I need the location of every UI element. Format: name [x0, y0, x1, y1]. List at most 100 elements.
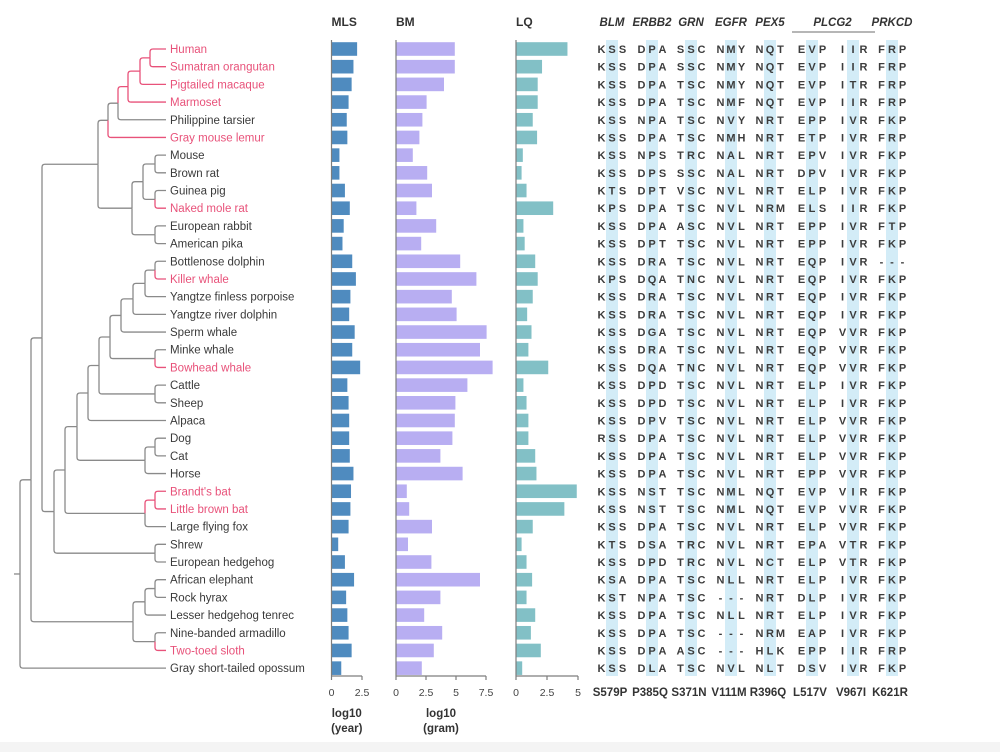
species-label: Naked mole rat: [170, 203, 249, 215]
tree-branch: [154, 579, 166, 589]
residue: A: [677, 221, 685, 233]
residue: N: [717, 239, 725, 251]
bar: [516, 449, 536, 463]
bar: [331, 342, 353, 357]
residue: T: [609, 539, 616, 551]
residue: C: [698, 309, 706, 321]
residue: A: [659, 115, 667, 127]
residue: D: [638, 203, 646, 215]
residue: T: [777, 186, 784, 198]
bar: [331, 183, 345, 198]
residue: Y: [738, 115, 746, 127]
species-label: Yangtze finless porpoise: [170, 292, 294, 304]
residue: P: [648, 575, 655, 587]
x-tick-label: 2.5: [419, 687, 434, 699]
bar: [331, 166, 340, 180]
residue: P: [648, 380, 655, 392]
site-highlight-column: [847, 40, 859, 676]
residue: S: [608, 362, 615, 374]
residue: T: [677, 469, 684, 481]
residue: T: [777, 433, 784, 445]
species-label: Shrew: [170, 539, 203, 551]
bar: [331, 112, 347, 127]
bar: [516, 555, 527, 569]
residue: S: [687, 575, 694, 587]
residue: P: [648, 97, 655, 109]
residue: P: [819, 362, 826, 374]
residue: R: [766, 239, 774, 251]
residue: S: [687, 292, 694, 304]
residue: E: [798, 469, 805, 481]
residue: S: [619, 610, 626, 622]
residue: S: [619, 380, 626, 392]
tree-branch: [87, 392, 166, 422]
residue: F: [878, 469, 885, 481]
residue: N: [717, 469, 725, 481]
residue: N: [756, 504, 764, 516]
residue: T: [777, 256, 784, 268]
residue: N: [717, 610, 725, 622]
species-label: European rabbit: [170, 221, 253, 233]
bar: [516, 502, 565, 516]
residue: L: [809, 415, 816, 427]
residue: K: [598, 645, 606, 657]
residue: P: [819, 575, 826, 587]
residue: S: [608, 150, 615, 162]
residue: N: [687, 362, 695, 374]
residue: R: [860, 345, 868, 357]
residue: C: [698, 327, 706, 339]
tree-branch: [154, 500, 166, 510]
bar: [331, 307, 350, 322]
residue: E: [798, 539, 805, 551]
residue: R: [766, 380, 774, 392]
residue: L: [738, 203, 745, 215]
residue: I: [851, 203, 854, 215]
residue: D: [638, 274, 646, 286]
residue: S: [687, 345, 694, 357]
residue: T: [777, 362, 784, 374]
residue: S: [619, 203, 626, 215]
residue: V: [727, 309, 735, 321]
residue: M: [726, 132, 735, 144]
residue: N: [756, 115, 764, 127]
bar: [331, 555, 345, 569]
residue: K: [598, 150, 606, 162]
residue: K: [888, 309, 896, 321]
tree-branch: [154, 189, 166, 200]
residue: D: [638, 345, 646, 357]
residue: P: [819, 415, 826, 427]
residue: I: [851, 645, 854, 657]
residue: I: [841, 645, 844, 657]
residue: S: [619, 274, 626, 286]
residue: P: [819, 592, 826, 604]
residue: N: [717, 415, 725, 427]
residue: Y: [738, 44, 746, 56]
residue: F: [878, 398, 885, 410]
tree-branch: [144, 446, 155, 461]
residue: K: [598, 79, 606, 91]
bar: [331, 378, 348, 392]
bar: [516, 342, 529, 357]
species-label: Cat: [170, 451, 189, 463]
residue: R: [860, 415, 868, 427]
bar: [516, 77, 538, 92]
residue: S: [687, 415, 694, 427]
residue: R: [766, 575, 774, 587]
residue: V: [808, 97, 816, 109]
residue: R: [766, 150, 774, 162]
tree-branch: [76, 426, 145, 461]
residue: S: [608, 486, 615, 498]
species-label: Brown rat: [170, 168, 220, 180]
residue: P: [648, 203, 655, 215]
residue: R: [888, 79, 896, 91]
residue: N: [756, 451, 764, 463]
residue: N: [717, 557, 725, 569]
residue: F: [878, 132, 885, 144]
mutation-label: R396Q: [750, 687, 786, 699]
residue: P: [819, 239, 826, 251]
